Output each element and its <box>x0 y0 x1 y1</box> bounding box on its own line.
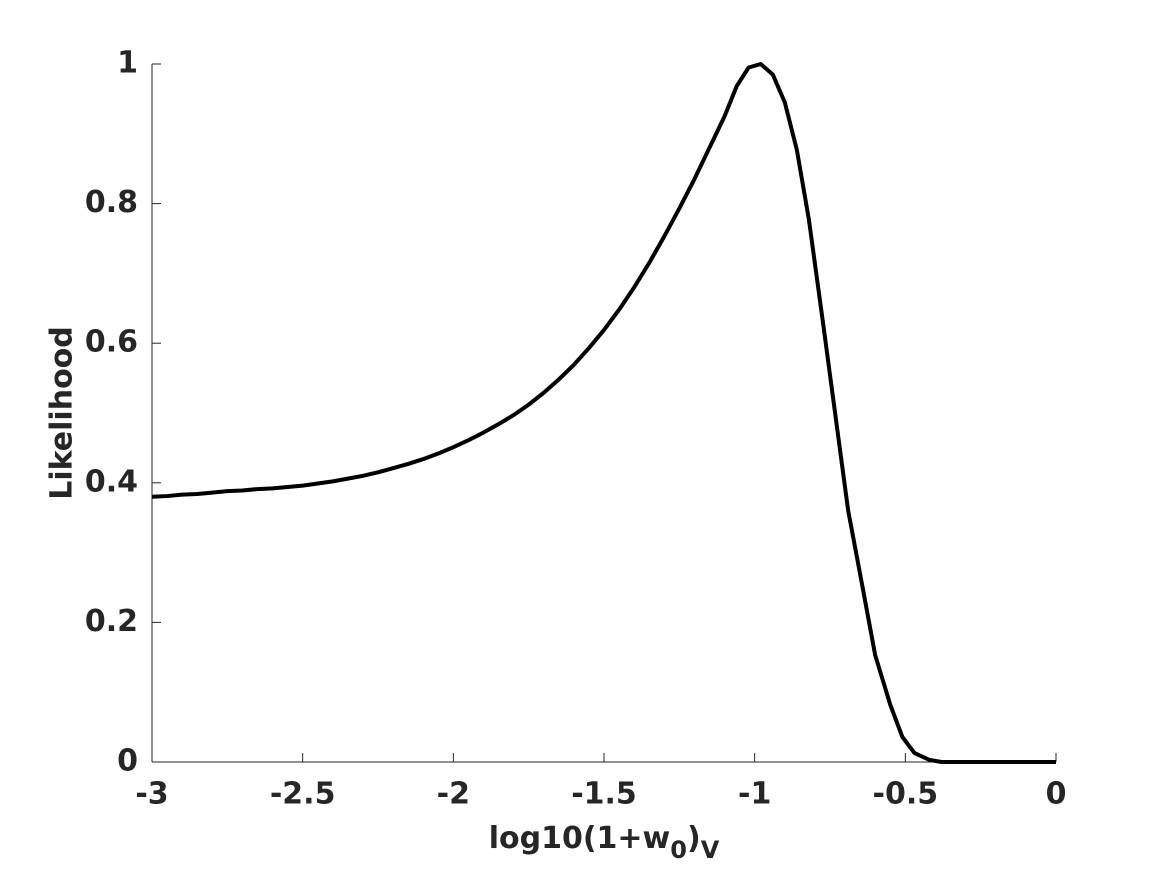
line <box>151 62 1056 764</box>
x-label-text: ) <box>687 821 701 856</box>
x-tick-label: -0.5 <box>873 777 939 812</box>
x-label-subscript: 0 <box>670 836 687 864</box>
y-axis-label: Likelihood <box>45 326 80 500</box>
x-label-text: log10(1+w <box>489 821 671 856</box>
x-tick-label: -3 <box>135 777 168 812</box>
y-tick-label: 0 <box>117 744 138 779</box>
x-tick-label: 0 <box>1046 777 1067 812</box>
y-tick-label: 0.8 <box>85 185 138 220</box>
x-tick-label: -1.5 <box>571 777 637 812</box>
y-tick-label: 0.6 <box>85 325 138 360</box>
x-tick-label: -1 <box>738 777 771 812</box>
x-tick-label: -2 <box>437 777 470 812</box>
y-tick-label: 0.2 <box>85 604 138 639</box>
y-tick-label: 0.4 <box>85 464 138 499</box>
x-tick-label: -2.5 <box>270 777 336 812</box>
x-label-subscript: V <box>701 836 720 864</box>
y-tick-label: 1 <box>117 46 138 81</box>
x-axis-label: log10(1+w0)V <box>489 821 720 864</box>
